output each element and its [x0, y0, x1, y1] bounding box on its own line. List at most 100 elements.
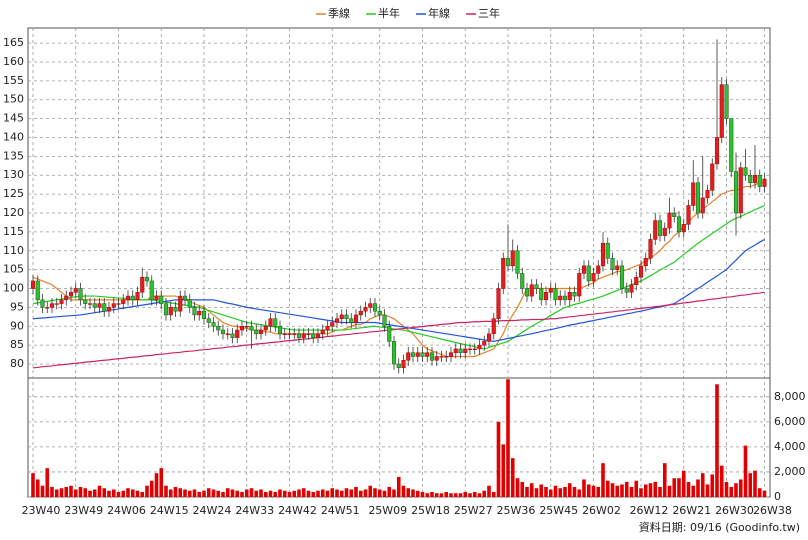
volume-bar	[116, 491, 121, 497]
candle-body	[415, 352, 420, 357]
volume-bar	[297, 489, 301, 497]
y-tick-label: 135	[3, 149, 24, 162]
volume-bar	[420, 491, 425, 497]
y-tick-label: 95	[10, 300, 24, 313]
volume-bar	[368, 485, 373, 497]
y-tick-label: 2,000	[774, 465, 806, 478]
volume-bar	[164, 485, 168, 497]
candle-body	[676, 216, 682, 233]
volume-bar	[254, 490, 259, 497]
volume-bar	[510, 458, 515, 497]
candle-body	[619, 265, 625, 289]
candle-body	[168, 307, 173, 316]
candle-body	[634, 276, 639, 285]
candle-body	[733, 171, 739, 214]
volume-bar	[691, 485, 696, 497]
volume-bar	[477, 493, 482, 497]
candle-body	[596, 265, 601, 274]
candle-body	[524, 288, 530, 297]
x-tick-label: 26W12	[630, 504, 669, 517]
y-tick-label: 110	[3, 244, 24, 257]
volume-bar	[544, 486, 548, 497]
volume-bar	[173, 486, 178, 497]
volume-bar	[126, 488, 130, 497]
candle-body	[686, 205, 691, 225]
candle-body	[719, 84, 724, 138]
volume-bar	[615, 485, 620, 497]
candle-body	[154, 295, 159, 301]
volume-bar	[197, 491, 202, 497]
volume-bar	[586, 484, 591, 497]
volume-bar	[705, 484, 710, 497]
candle-body	[425, 352, 430, 357]
candle-body	[638, 265, 644, 278]
candle-body	[225, 333, 230, 335]
volume-bar	[648, 483, 653, 497]
candle-body	[572, 292, 577, 297]
volume-bar	[743, 445, 748, 497]
candle-body	[40, 299, 45, 308]
volume-bar	[45, 468, 50, 497]
candle-body	[472, 348, 477, 350]
volume-bar	[525, 486, 529, 497]
volume-bar	[154, 473, 159, 497]
x-tick-label: 25W36	[497, 504, 536, 517]
volume-bar	[572, 486, 577, 497]
volume-bar	[738, 479, 743, 497]
volume-bar	[605, 480, 610, 497]
volume-bar	[453, 493, 458, 497]
candle-body	[458, 348, 463, 353]
candle-body	[197, 310, 202, 316]
candle-body	[615, 265, 620, 270]
candle-body	[315, 333, 321, 338]
volume-bar	[491, 491, 496, 497]
candle-body	[591, 273, 596, 282]
volume-bar	[444, 491, 449, 497]
candle-body	[201, 310, 207, 319]
volume-bar	[102, 488, 107, 497]
y-tick-label: 90	[10, 319, 24, 332]
candle-body	[353, 314, 359, 323]
candle-body	[467, 348, 473, 350]
volume-bar	[121, 490, 126, 497]
volume-bar	[501, 444, 506, 497]
volume-bar	[135, 490, 140, 497]
volume-bar	[83, 488, 88, 497]
candle-body	[477, 344, 482, 350]
volume-bar	[672, 478, 677, 497]
candle-body	[453, 348, 458, 353]
volume-bar	[373, 488, 377, 497]
volume-bar	[216, 490, 221, 497]
volume-bar	[316, 490, 320, 497]
y-tick-label: 4,000	[774, 440, 806, 453]
candle-body	[600, 242, 606, 267]
volume-bar	[463, 491, 468, 497]
volume-bar	[558, 488, 563, 497]
candle-body	[334, 318, 340, 323]
candle-body	[562, 295, 568, 301]
moving-average-line	[32, 291, 765, 369]
volume-bar	[472, 491, 477, 497]
volume-bar	[354, 486, 358, 497]
volume-bar	[506, 379, 510, 497]
candle-body	[83, 299, 88, 304]
volume-bar	[553, 485, 558, 497]
x-tick-label: 24W51	[321, 504, 360, 517]
volume-bar	[629, 486, 634, 497]
volume-bar	[335, 489, 339, 497]
volume-bar	[539, 484, 544, 497]
candle-body	[501, 258, 506, 289]
volume-bar	[753, 470, 757, 497]
candle-body	[577, 273, 582, 297]
volume-bar	[282, 490, 287, 497]
volume-bar	[724, 481, 729, 497]
volume-bar	[263, 491, 268, 497]
volume-bar	[658, 486, 662, 497]
y-tick-label: 125	[3, 187, 24, 200]
candle-body	[102, 303, 107, 312]
volume-bar	[610, 483, 615, 497]
volume-bar	[406, 488, 411, 497]
volume-bar	[520, 481, 525, 497]
candle-body	[705, 190, 710, 199]
candle-body	[239, 326, 245, 331]
